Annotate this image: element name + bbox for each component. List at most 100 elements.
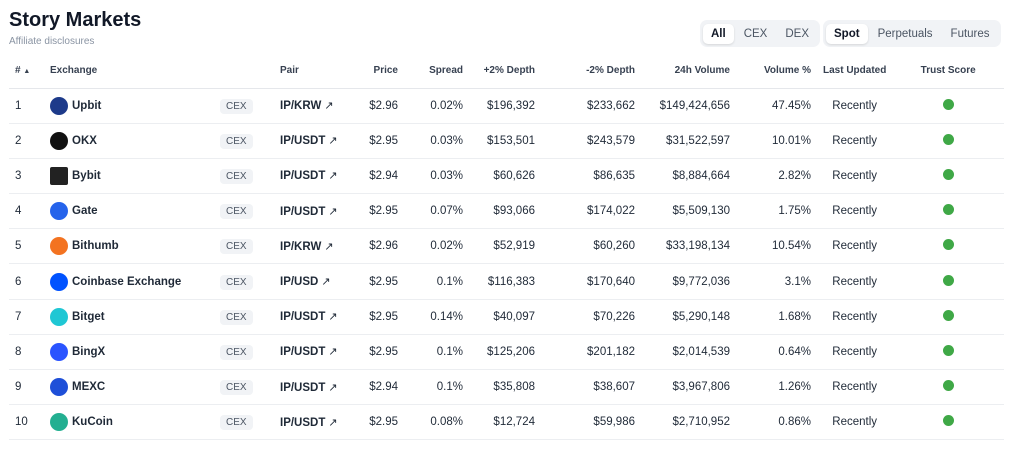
exchange-cell[interactable]: Upbit bbox=[44, 88, 214, 124]
depth-down-header[interactable]: -2% Depth bbox=[541, 54, 641, 89]
external-link-icon[interactable]: ↗ bbox=[321, 276, 331, 289]
external-link-icon[interactable]: ↗ bbox=[328, 205, 338, 218]
pair-cell[interactable]: IP/USDT ↗ bbox=[274, 193, 354, 230]
exchange-logo-icon bbox=[50, 342, 68, 361]
exchange-name[interactable]: KuCoin bbox=[72, 416, 113, 429]
pair-cell[interactable]: IP/KRW ↗ bbox=[274, 228, 354, 265]
pair-link[interactable]: IP/USDT bbox=[280, 346, 326, 359]
pair-cell[interactable]: IP/USDT ↗ bbox=[274, 369, 354, 406]
table-row[interactable]: 4 Gate CEX IP/USDT ↗ $2.95 0.07% $93,066 … bbox=[9, 193, 1004, 230]
external-link-icon[interactable]: ↗ bbox=[328, 170, 338, 183]
pair-link[interactable]: IP/USDT bbox=[280, 170, 326, 183]
last-updated-header[interactable]: Last Updated bbox=[817, 54, 893, 89]
exchange-name[interactable]: BingX bbox=[72, 345, 106, 358]
exchange-cell[interactable]: Coinbase Exchange bbox=[44, 263, 214, 300]
pair-link[interactable]: IP/USDT bbox=[280, 135, 326, 148]
exchange-cell[interactable]: Bybit bbox=[44, 158, 214, 195]
price: $2.95 bbox=[354, 263, 404, 300]
pair-link[interactable]: IP/USDT bbox=[280, 416, 326, 429]
external-link-icon[interactable]: ↗ bbox=[324, 240, 334, 253]
pair-cell[interactable]: IP/USD ↗ bbox=[274, 263, 354, 300]
exchange-logo-icon bbox=[50, 307, 68, 326]
table-row[interactable]: 2 OKX CEX IP/USDT ↗ $2.95 0.03% $153,501 … bbox=[9, 123, 1004, 159]
trust-score-header[interactable]: Trust Score bbox=[892, 54, 1004, 89]
table-row[interactable]: 5 Bithumb CEX IP/KRW ↗ $2.96 0.02% $52,91… bbox=[9, 228, 1004, 265]
price: $2.95 bbox=[354, 193, 404, 230]
exchange-cell[interactable]: BingX bbox=[44, 334, 214, 371]
pair-cell[interactable]: IP/USDT ↗ bbox=[274, 299, 354, 335]
exchange-name[interactable]: Coinbase Exchange bbox=[72, 275, 182, 288]
exchange-header[interactable]: Exchange bbox=[44, 54, 214, 89]
exchange-cell[interactable]: KuCoin bbox=[44, 404, 214, 441]
exchange-name[interactable]: MEXC bbox=[72, 381, 106, 394]
depth-up: $93,066 bbox=[469, 193, 541, 230]
filter-cex[interactable]: CEX bbox=[743, 27, 768, 40]
price-header[interactable]: Price bbox=[354, 54, 404, 89]
depth-down: $201,182 bbox=[541, 334, 641, 371]
table-row[interactable]: 3 Bybit CEX IP/USDT ↗ $2.94 0.03% $60,626… bbox=[9, 158, 1004, 195]
exchange-cell[interactable]: Gate bbox=[44, 193, 214, 230]
table-row[interactable]: 8 BingX CEX IP/USDT ↗ $2.95 0.1% $125,206… bbox=[9, 334, 1004, 371]
spread: 0.14% bbox=[404, 299, 469, 335]
pair-link[interactable]: IP/KRW bbox=[280, 100, 322, 113]
exchange-cell[interactable]: Bitget bbox=[44, 299, 214, 335]
pair-link[interactable]: IP/USD bbox=[280, 276, 319, 289]
exchange-cell[interactable]: MEXC bbox=[44, 369, 214, 406]
pair-header[interactable]: Pair bbox=[274, 54, 354, 89]
exchange-name[interactable]: Gate bbox=[72, 205, 98, 218]
exchange-cell[interactable]: OKX bbox=[44, 123, 214, 159]
external-link-icon[interactable]: ↗ bbox=[328, 311, 338, 324]
exchange-name[interactable]: OKX bbox=[72, 134, 97, 147]
volume-header[interactable]: 24h Volume bbox=[641, 54, 736, 89]
table-row[interactable]: 6 Coinbase Exchange CEX IP/USD ↗ $2.95 0.… bbox=[9, 263, 1004, 300]
filter-dex[interactable]: DEX bbox=[785, 27, 810, 40]
filter-futures[interactable]: Futures bbox=[950, 27, 990, 40]
volume-pct: 1.75% bbox=[736, 193, 817, 230]
exchange-type-badge: CEX bbox=[220, 309, 253, 325]
pair-link[interactable]: IP/USDT bbox=[280, 381, 326, 394]
exchange-name[interactable]: Upbit bbox=[72, 99, 102, 112]
exchange-name[interactable]: Bybit bbox=[72, 169, 101, 182]
volume-pct: 1.26% bbox=[736, 369, 817, 406]
table-row[interactable]: 1 Upbit CEX IP/KRW ↗ $2.96 0.02% $196,392… bbox=[9, 88, 1004, 124]
pair-cell[interactable]: IP/USDT ↗ bbox=[274, 404, 354, 441]
depth-up: $35,808 bbox=[469, 369, 541, 406]
affiliate-disclosures-link[interactable]: Affiliate disclosures bbox=[9, 36, 95, 47]
pair-link[interactable]: IP/USDT bbox=[280, 205, 326, 218]
external-link-icon[interactable]: ↗ bbox=[324, 100, 334, 113]
external-link-icon[interactable]: ↗ bbox=[328, 135, 338, 148]
rank: 10 bbox=[9, 404, 44, 441]
depth-down: $70,226 bbox=[541, 299, 641, 335]
filter-all[interactable]: All bbox=[703, 23, 734, 44]
volume-pct-header[interactable]: Volume % bbox=[736, 54, 817, 89]
depth-down: $243,579 bbox=[541, 123, 641, 159]
filter-spot[interactable]: Spot bbox=[826, 23, 868, 44]
trust-score-icon bbox=[942, 309, 954, 321]
depth-down: $233,662 bbox=[541, 88, 641, 124]
external-link-icon[interactable]: ↗ bbox=[328, 346, 338, 359]
spread: 0.1% bbox=[404, 263, 469, 300]
exchange-name[interactable]: Bithumb bbox=[72, 240, 119, 253]
filter-perpetuals[interactable]: Perpetuals bbox=[877, 27, 933, 40]
exchange-type-badge: CEX bbox=[220, 380, 253, 396]
depth-up: $125,206 bbox=[469, 334, 541, 371]
pair-cell[interactable]: IP/USDT ↗ bbox=[274, 158, 354, 195]
market-type-filter: Spot Perpetuals Futures bbox=[823, 20, 1001, 47]
table-row[interactable]: 7 Bitget CEX IP/USDT ↗ $2.95 0.14% $40,09… bbox=[9, 299, 1004, 335]
pair-cell[interactable]: IP/KRW ↗ bbox=[274, 88, 354, 124]
exchange-name[interactable]: Bitget bbox=[72, 310, 105, 323]
rank-header[interactable]: # ▲ bbox=[9, 54, 44, 89]
pair-cell[interactable]: IP/USDT ↗ bbox=[274, 123, 354, 159]
last-updated: Recently bbox=[817, 193, 893, 230]
pair-cell[interactable]: IP/USDT ↗ bbox=[274, 334, 354, 371]
table-row[interactable]: 9 MEXC CEX IP/USDT ↗ $2.94 0.1% $35,808 $… bbox=[9, 369, 1004, 406]
table-row[interactable]: 10 KuCoin CEX IP/USDT ↗ $2.95 0.08% $12,7… bbox=[9, 404, 1004, 441]
external-link-icon[interactable]: ↗ bbox=[328, 381, 338, 394]
exchange-cell[interactable]: Bithumb bbox=[44, 228, 214, 265]
pair-link[interactable]: IP/USDT bbox=[280, 311, 326, 324]
spread-header[interactable]: Spread bbox=[404, 54, 469, 89]
depth-up-header[interactable]: +2% Depth bbox=[469, 54, 541, 89]
external-link-icon[interactable]: ↗ bbox=[328, 416, 338, 429]
pair-link[interactable]: IP/KRW bbox=[280, 240, 322, 253]
rank: 7 bbox=[9, 299, 44, 335]
